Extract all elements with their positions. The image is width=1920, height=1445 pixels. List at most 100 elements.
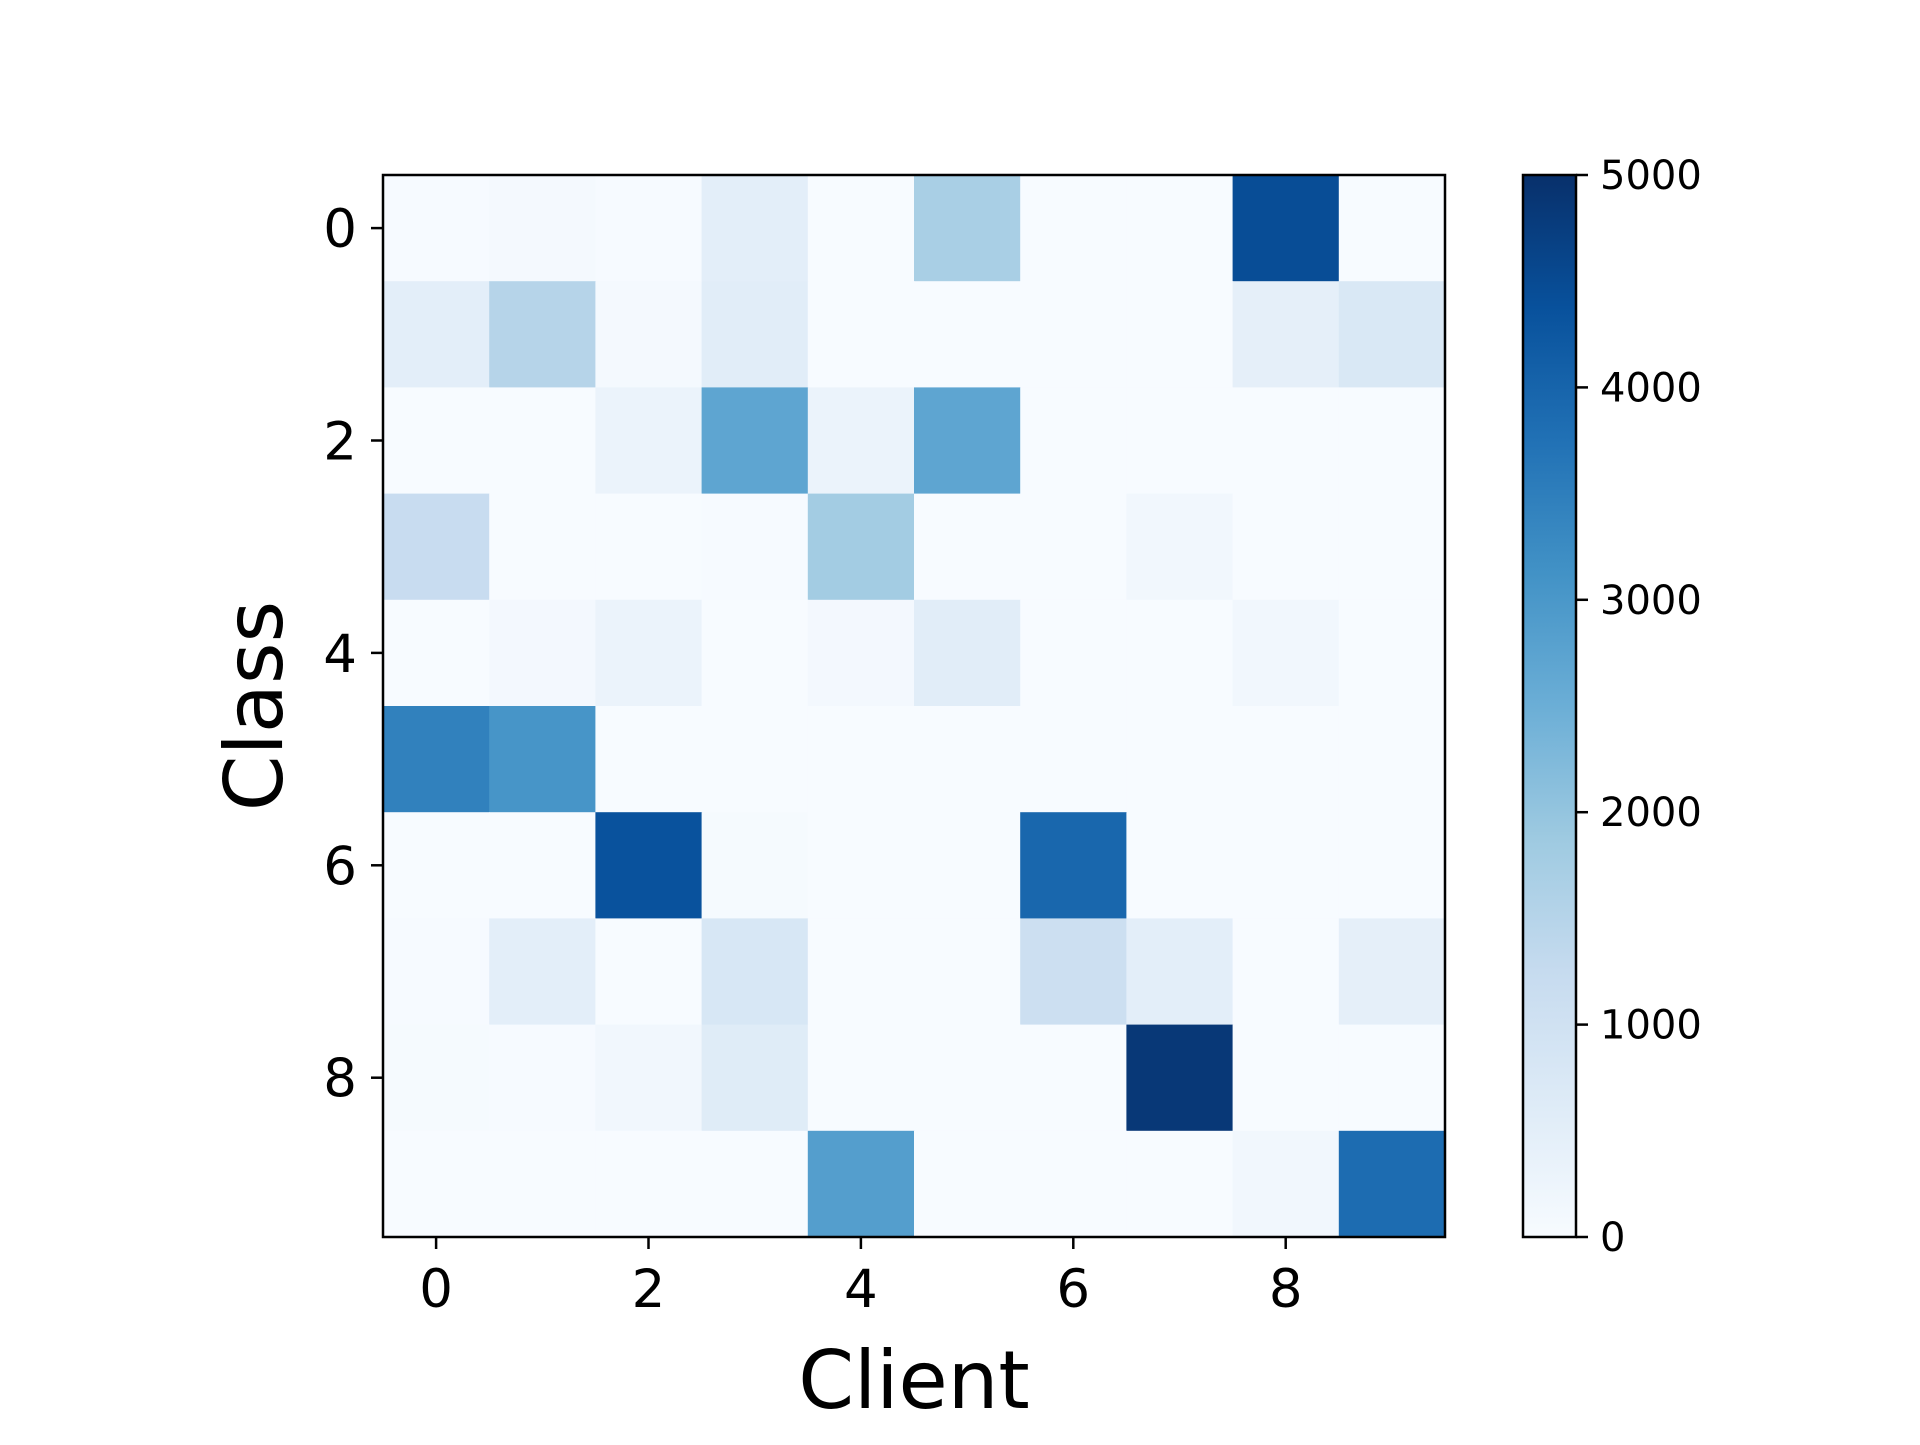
heatmap-cell <box>595 175 703 282</box>
heatmap-cell <box>595 1130 703 1238</box>
colorbar-tick-label: 1000 <box>1600 1003 1702 1049</box>
heatmap-cell <box>383 493 490 601</box>
heatmap-cell <box>1232 281 1340 388</box>
heatmap-cell <box>914 281 1021 388</box>
colorbar-tick-label: 4000 <box>1600 365 1702 411</box>
heatmap-cell <box>1338 281 1446 388</box>
heatmap-cell <box>383 281 490 388</box>
heatmap-cell <box>489 812 596 919</box>
heatmap-cell <box>807 1130 915 1238</box>
colorbar-tick-label: 2000 <box>1600 790 1702 836</box>
heatmap-cell <box>1338 706 1446 813</box>
heatmap-cell <box>595 493 703 601</box>
y-tick-label: 0 <box>323 199 357 260</box>
heatmap-cell <box>1126 599 1234 707</box>
heatmap-cell <box>1020 918 1127 1026</box>
heatmap-cell <box>701 1024 809 1132</box>
y-axis-label: Class <box>208 601 301 811</box>
x-axis-ticks: 0 2 4 6 8 <box>419 1237 1303 1320</box>
heatmap-cell <box>1020 706 1127 813</box>
heatmap-cell <box>489 387 596 495</box>
colorbar-tick-label: 3000 <box>1600 578 1702 624</box>
heatmap-cell <box>489 706 596 813</box>
heatmap-cell <box>807 175 915 282</box>
heatmap-cell <box>1232 918 1340 1026</box>
x-tick-label: 6 <box>1056 1259 1090 1320</box>
heatmap-cell <box>1232 493 1340 601</box>
heatmap-cell <box>383 1130 490 1238</box>
heatmap-cell <box>489 918 596 1026</box>
heatmap-cell <box>1020 812 1127 919</box>
heatmap-cell <box>1338 918 1446 1026</box>
heatmap-cell <box>914 387 1021 495</box>
heatmap-cell <box>914 1130 1021 1238</box>
heatmap-cell <box>1232 812 1340 919</box>
heatmap-cell <box>1232 175 1340 282</box>
heatmap-cell <box>914 706 1021 813</box>
heatmap-cell <box>1126 706 1234 813</box>
heatmap-cell <box>489 175 596 282</box>
heatmap-cell <box>1020 599 1127 707</box>
heatmap-cell <box>701 281 809 388</box>
heatmap-cell <box>383 812 490 919</box>
heatmap-cell <box>595 387 703 495</box>
y-axis-ticks: 0 2 4 6 8 <box>323 199 383 1110</box>
heatmap-cell <box>1126 918 1234 1026</box>
heatmap-cell <box>489 599 596 707</box>
y-tick-label: 4 <box>323 624 357 685</box>
heatmap-cell <box>383 918 490 1026</box>
heatmap-cell <box>807 812 915 919</box>
heatmap-cell <box>701 175 809 282</box>
heatmap-cell <box>701 387 809 495</box>
colorbar <box>1521 173 1578 1239</box>
colorbar-ticks: 0 1000 2000 3000 4000 5000 <box>1576 153 1702 1261</box>
heatmap-cell <box>489 281 596 388</box>
heatmap-cell <box>1126 175 1234 282</box>
heatmap-cell <box>701 706 809 813</box>
heatmap-cell <box>701 599 809 707</box>
heatmap-cell <box>1020 387 1127 495</box>
heatmap-cell <box>1020 1130 1127 1238</box>
heatmap-cell <box>1338 1024 1446 1132</box>
x-axis-label: Client <box>798 1334 1030 1427</box>
heatmap-cell <box>1020 1024 1127 1132</box>
heatmap-cell <box>914 1024 1021 1132</box>
heatmap-cell <box>1126 387 1234 495</box>
heatmap-cell <box>807 918 915 1026</box>
heatmap-cell <box>1338 175 1446 282</box>
heatmap-cell <box>383 706 490 813</box>
heatmap-cell <box>701 493 809 601</box>
heatmap-cell <box>807 706 915 813</box>
heatmap-cell <box>595 281 703 388</box>
colorbar-tick-label: 0 <box>1600 1215 1625 1261</box>
x-tick-label: 8 <box>1269 1259 1303 1320</box>
heatmap-cell <box>914 175 1021 282</box>
heatmap-cell <box>489 1130 596 1238</box>
heatmap-cell <box>595 1024 703 1132</box>
heatmap-cell <box>1232 1130 1340 1238</box>
heatmap-cell <box>595 706 703 813</box>
heatmap-cell <box>1020 175 1127 282</box>
heatmap-cell <box>1338 493 1446 601</box>
heatmap-cell <box>1020 493 1127 601</box>
heatmap-cells <box>383 175 1446 1238</box>
heatmap-cell <box>1338 1130 1446 1238</box>
heatmap-cell <box>914 812 1021 919</box>
heatmap-cell <box>701 918 809 1026</box>
heatmap-cell <box>1126 281 1234 388</box>
x-tick-label: 0 <box>419 1259 453 1320</box>
heatmap-cell <box>1232 1024 1340 1132</box>
heatmap-cell <box>1232 706 1340 813</box>
heatmap-cell <box>383 175 490 282</box>
x-tick-label: 4 <box>844 1259 878 1320</box>
x-tick-label: 2 <box>632 1259 666 1320</box>
heatmap-cell <box>1338 599 1446 707</box>
heatmap-cell <box>1338 387 1446 495</box>
y-tick-label: 8 <box>323 1049 357 1110</box>
plot-frame <box>381 173 1447 1239</box>
colorbar-tick-label: 5000 <box>1600 153 1702 199</box>
heatmap-cell <box>595 599 703 707</box>
heatmap-cell <box>1232 387 1340 495</box>
